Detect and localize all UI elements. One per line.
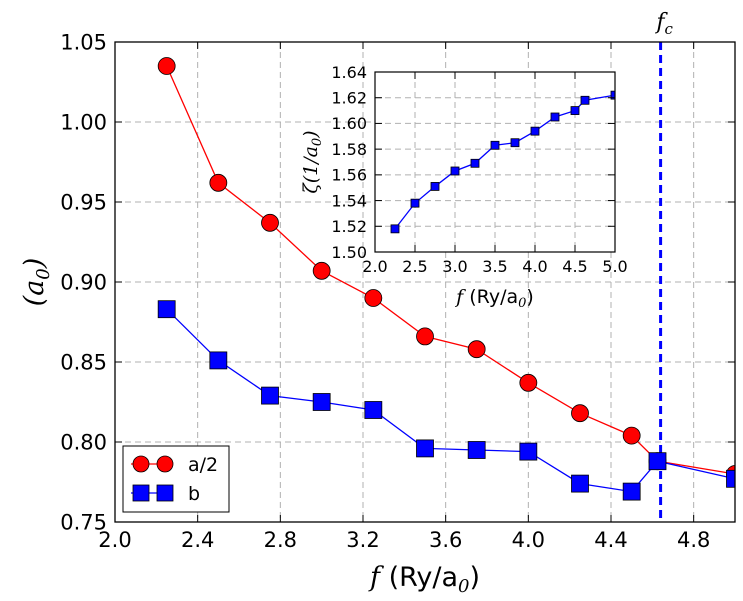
legend-marker-a2 [156, 455, 174, 473]
inset-y-axis-label: ζ(1/a0) [300, 130, 325, 193]
data-point-b [364, 401, 383, 419]
main-ticks: 2.0 2.4 2.8 3.2 3.6 4.0 4.4 4.8 0.75 0.80 0.85 0.90… [60, 31, 735, 552]
x-tick-label: 3.0 [442, 257, 467, 276]
legend-marker-b [132, 484, 150, 502]
data-point-zeta [430, 182, 440, 191]
data-point-b [726, 469, 735, 488]
data-point-zeta [580, 95, 590, 105]
inset-x-axis-label: f (Ry/a0) [454, 286, 534, 311]
x-tick-label: 3.5 [482, 257, 507, 276]
inset-grid [375, 72, 615, 252]
data-point-a2 [209, 173, 228, 192]
inset-ticks: 2.0 2.5 3.0 3.5 4.0 4.5 5.0 1.50 1.52 1.54 1.56 1.5… [331, 63, 627, 276]
data-point-a2 [312, 261, 331, 280]
data-point-zeta [470, 158, 480, 168]
data-point-a2 [157, 57, 176, 75]
data-point-a2 [467, 340, 486, 359]
data-point-a2 [261, 213, 279, 232]
data-point-b [312, 393, 331, 411]
main-y-axis-label: (a0) [19, 258, 54, 307]
legend-entry-b: b [131, 483, 200, 505]
data-point-zeta [610, 90, 615, 100]
data-point-b [622, 482, 641, 501]
x-tick-label: 2.8 [264, 528, 297, 552]
legend-marker-b [156, 484, 174, 502]
data-point-zeta [390, 224, 400, 234]
y-tick-label: 0.75 [60, 511, 107, 535]
data-point-a2 [416, 327, 434, 346]
y-tick-label: 1.56 [331, 166, 367, 185]
y-tick-label: 1.64 [331, 63, 367, 82]
x-tick-label: 3.2 [346, 528, 379, 552]
data-point-a2 [364, 289, 383, 307]
data-point-b [157, 300, 176, 319]
y-tick-label: 0.95 [60, 191, 107, 215]
x-tick-label: 4.0 [522, 257, 547, 276]
legend-entry-a2: a/2 [131, 454, 218, 476]
data-point-zeta [490, 140, 500, 150]
data-point-a2 [571, 404, 589, 423]
data-point-zeta [450, 166, 460, 176]
x-tick-label: 4.5 [562, 257, 587, 276]
x-tick-label: 2.5 [402, 257, 427, 276]
y-tick-label: 1.05 [60, 31, 107, 55]
y-tick-label: 0.85 [60, 351, 107, 375]
data-point-zeta [530, 126, 540, 136]
y-tick-label: 1.52 [331, 217, 367, 236]
data-point-b [467, 441, 486, 459]
data-point-zeta [510, 138, 520, 148]
x-tick-label: 3.6 [429, 528, 462, 552]
y-tick-label: 1.54 [331, 191, 367, 210]
x-tick-label: 5.0 [602, 257, 627, 276]
data-point-b [648, 452, 667, 471]
data-point-b [571, 474, 589, 493]
data-point-b [519, 442, 538, 461]
y-tick-label: 1.60 [331, 114, 367, 133]
data-point-b [209, 351, 228, 370]
data-point-a2 [622, 426, 641, 445]
y-tick-label: 1.58 [331, 140, 367, 159]
data-point-zeta [570, 106, 580, 115]
data-point-zeta [410, 198, 420, 208]
data-point-zeta [550, 112, 560, 122]
main-series [157, 57, 735, 501]
main-plot-area [157, 42, 735, 522]
legend-marker-a2 [132, 455, 150, 473]
legend: a/2 b [122, 445, 230, 513]
x-tick-label: 4.4 [594, 528, 627, 552]
data-point-b [261, 386, 279, 405]
y-tick-label: 0.80 [60, 431, 107, 455]
x-tick-label: 2.4 [181, 528, 214, 552]
x-tick-label: 2.0 [362, 257, 387, 276]
x-tick-label: 4.0 [512, 528, 545, 552]
y-tick-label: 1.50 [331, 243, 367, 262]
main-x-axis-label: f (Ry/a0) [368, 562, 480, 597]
x-tick-label: 2.0 [98, 528, 131, 552]
y-tick-label: 1.00 [60, 111, 107, 135]
inset-series [390, 90, 615, 234]
legend-label-b: b [188, 483, 200, 505]
data-point-a2 [519, 373, 538, 392]
y-tick-label: 0.90 [60, 271, 107, 295]
x-tick-label: 4.8 [677, 528, 710, 552]
legend-label-a2: a/2 [188, 454, 218, 476]
y-tick-label: 1.62 [331, 88, 367, 107]
data-point-b [416, 439, 434, 458]
